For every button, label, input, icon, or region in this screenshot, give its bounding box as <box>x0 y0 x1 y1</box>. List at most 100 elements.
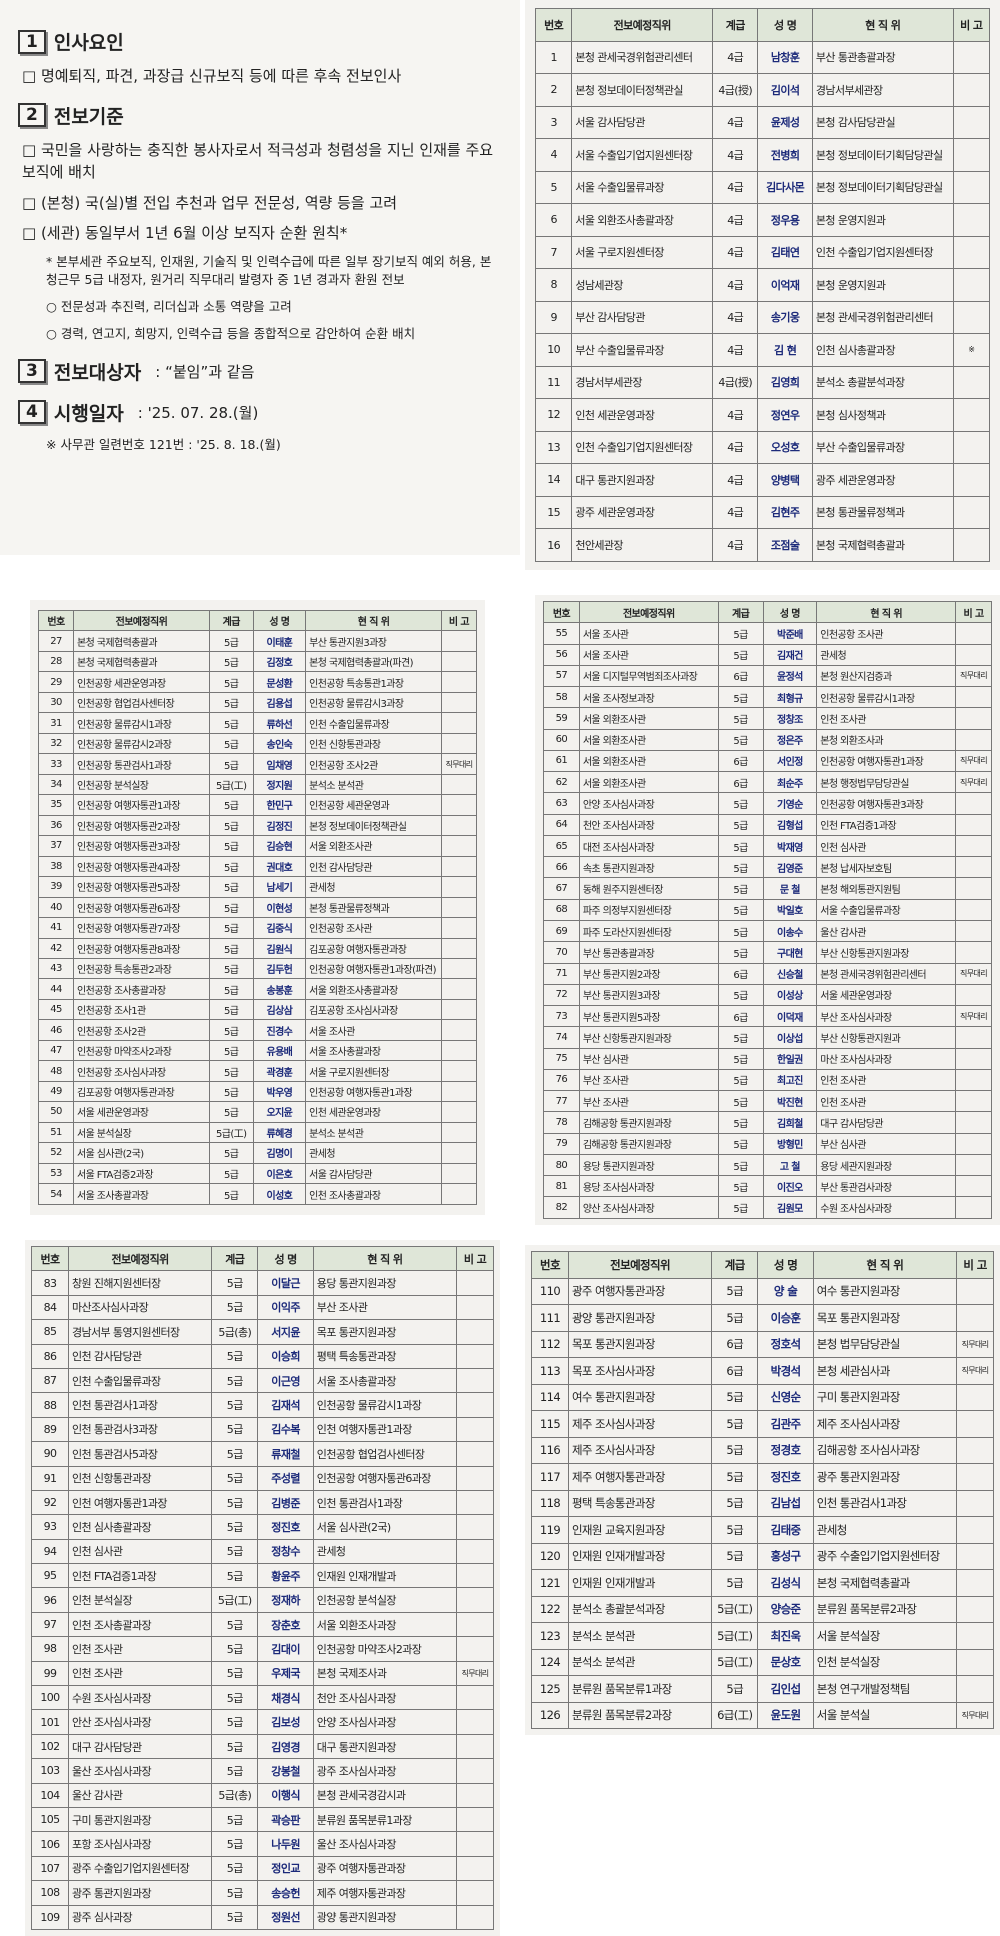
table-cell: 서울 심사관(2국) <box>73 1142 210 1164</box>
table-row: 122 분석소 총괄분석과장 5급(工) 양승준 분류원 품목분류2과장 <box>531 1595 994 1623</box>
table-cell: 부산 조사관 <box>312 1294 458 1321</box>
table-cell <box>952 138 991 172</box>
table-cell: 관세청 <box>305 1142 442 1164</box>
table-cell: 69 <box>543 919 580 943</box>
table-cell: 직무대리 <box>955 771 992 794</box>
table-row: 48 인천공항 조사심사과장 5급 곽경훈 서울 구로지원센터장 <box>37 1060 478 1082</box>
table-cell <box>955 834 992 858</box>
table-row: 71 부산 통관지원2과장 6급 신승철 본청 관세국경위험관리센터 직무대리 <box>543 962 992 985</box>
table-cell: 4급(授) <box>712 73 759 107</box>
table-cell <box>456 1587 494 1613</box>
table-cell: 97 <box>31 1611 69 1638</box>
table-cell: 4급 <box>712 170 759 205</box>
table-row: 84 마산조사심사과장 5급 이익주 부산 조사관 <box>31 1294 494 1321</box>
table-row: 83 창원 진해지원센터장 5급 이달근 용당 통관지원과장 <box>31 1270 494 1296</box>
table-cell <box>440 978 478 1000</box>
table-row: 15 광주 세관운영과장 4급 김현주 본청 통관물류정책과 <box>534 495 991 530</box>
table-cell: 122 <box>531 1595 569 1623</box>
table-cell: 30 <box>37 691 75 714</box>
table-cell: 87 <box>31 1367 69 1394</box>
table-cell: 4급(授) <box>712 365 759 400</box>
table-cell: 인천공항 여행자통관4과장 <box>73 855 210 878</box>
table-row: 11 경남서부세관장 4급(授) 김영희 분석소 총괄분석과장 <box>534 365 991 400</box>
table-cell: 서울 구로지원센터장 <box>305 1060 442 1082</box>
table-cell: 4급 <box>712 300 759 335</box>
table-cell: 김태중 <box>757 1516 814 1544</box>
table-cell: 34 <box>37 773 75 796</box>
table-cell: 서울 디지털무역범죄조사과장 <box>578 664 719 688</box>
table-row: 60 서울 외환조사관 5급 정은주 본청 외환조사과 <box>543 728 992 751</box>
table-cell: 서인정 <box>762 749 818 773</box>
notice-panel: 1 인사요인 □ 명예퇴직, 파견, 과장급 신규보직 등에 따른 후속 전보인사 2… <box>0 0 520 555</box>
table-cell: 직무대리 <box>956 1330 994 1358</box>
table-row: 7 서울 구로지원센터장 4급 김태연 인천 수출입기업지원센터장 <box>534 235 991 270</box>
table-cell: 79 <box>543 1132 580 1155</box>
table-row: 70 부산 통관총괄과장 5급 구대현 부산 신항통관지원과장 <box>543 941 992 964</box>
section-detail: : '25. 07. 28.(월) <box>137 403 259 422</box>
table-cell: 47 <box>37 1039 75 1062</box>
table-cell: 주성렬 <box>257 1465 314 1491</box>
table-cell: 51 <box>37 1121 75 1144</box>
table-cell: 서울 감사담당관 <box>571 105 714 140</box>
section-number: 3 <box>18 359 46 383</box>
table-cell: 103 <box>31 1758 69 1784</box>
table-cell: 평택 특송통관과장 <box>312 1343 458 1369</box>
table-cell: 92 <box>31 1489 69 1516</box>
table-row: 89 인천 통관검사3과장 5급 김수복 인천 여행자통관1과장 <box>31 1416 494 1443</box>
table-cell: 5급 <box>717 1175 764 1198</box>
table-cell <box>440 732 478 755</box>
table-cell: 분석소 분석관 <box>305 773 442 796</box>
table-cell: 58 <box>543 686 580 709</box>
table-cell: 5급 <box>211 1660 259 1687</box>
table-row: 32 인천공항 물류감시2과장 5급 송인숙 인천 신항통관과장 <box>37 732 478 755</box>
table-cell: 본청 운영지원과 <box>811 203 954 237</box>
table-cell: 102 <box>31 1733 69 1760</box>
table-cell: 여수 통관지원과장 <box>567 1383 713 1411</box>
table-cell: 27 <box>37 630 75 652</box>
section-item: ○ 전문성과 추진력, 리더십과 소통 역량을 고려 <box>46 299 292 314</box>
table-row: 103 울산 조사심사과장 5급 강봉철 광주 조사심사과장 <box>31 1758 494 1784</box>
table-cell: 91 <box>31 1465 69 1491</box>
table-cell: 강봉철 <box>257 1758 314 1784</box>
table-cell: 5급(工) <box>711 1595 759 1623</box>
table-cell: 35 <box>37 794 75 816</box>
table-cell: 부산 통관지원3과장 <box>578 983 719 1007</box>
table-cell <box>440 773 478 796</box>
table-cell: 본청 통관물류정책과 <box>305 896 442 919</box>
table-row: 53 서울 FTA검증2과장 5급 이은호 서울 감사담당관 <box>37 1162 478 1185</box>
table-cell: 구미 통관지원과장 <box>812 1383 958 1411</box>
header-cell: 계급 <box>712 8 759 42</box>
table-cell <box>956 1622 994 1650</box>
table-cell: 인천 FTA검증1과장 <box>816 813 957 836</box>
table-row: 99 인천 조사관 5급 우제국 본청 국제조사과 직무대리 <box>31 1660 494 1687</box>
table-cell: 5급 <box>208 978 254 1000</box>
table-cell <box>456 1489 494 1516</box>
table-row: 49 김포공항 여행자통관과장 5급 박우영 인천공항 여행자통관1과장 <box>37 1080 478 1103</box>
table-cell: 여수 통관지원과장 <box>812 1277 958 1305</box>
table-cell: 이억재 <box>757 268 813 302</box>
table-cell: 5급 <box>717 898 764 921</box>
table-cell: 61 <box>543 749 580 773</box>
table-cell: 부산 통관지원2과장 <box>578 962 719 985</box>
table-row: 95 인천 FTA검증1과장 5급 황윤주 인재원 인재개발과 <box>31 1563 494 1589</box>
table-cell: 서울 외환조사관 <box>578 728 719 751</box>
table-cell: 5급 <box>711 1489 759 1517</box>
table-cell: 기영순 <box>762 792 818 815</box>
table-cell: 정진호 <box>757 1463 814 1491</box>
table-cell: 112 <box>531 1330 569 1358</box>
table-cell: 인천 분석실장 <box>812 1648 958 1676</box>
table-row: 121 인재원 인재개발과 5급 김성식 본청 국제협력총괄과 <box>531 1569 994 1597</box>
table-row: 55 서울 조사관 5급 박준배 인천공항 조사관 <box>543 622 992 645</box>
table-cell: 속초 통관지원과장 <box>578 856 719 879</box>
table-cell <box>456 1319 494 1345</box>
table-cell: 제주 여행자통관과장 <box>312 1880 458 1906</box>
table-cell: 65 <box>543 834 580 858</box>
table-cell <box>456 1392 494 1418</box>
table-cell: 인천공항 여행자통관8과장 <box>73 937 210 959</box>
table-cell <box>956 1277 994 1305</box>
table-cell: 4 <box>534 138 573 172</box>
table-row: 27 본청 국제협력총괄과 5급 이태훈 부산 통관지원3과장 <box>37 630 478 652</box>
table-cell: 김이석 <box>757 73 813 107</box>
